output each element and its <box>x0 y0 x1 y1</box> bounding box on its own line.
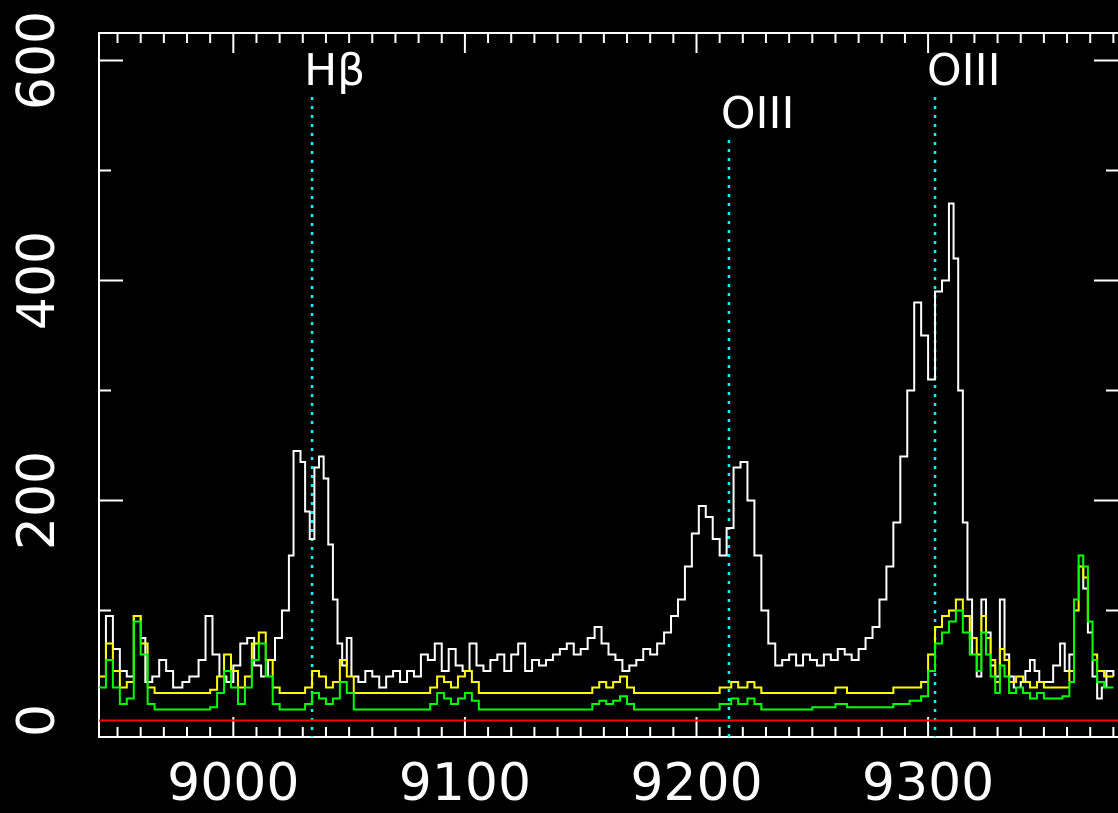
x-tick-label: 9200 <box>630 753 762 813</box>
y-tick-label: 600 <box>7 11 67 110</box>
y-tick-label: 0 <box>7 704 67 737</box>
x-tick-label: 9000 <box>167 753 299 813</box>
axes <box>98 32 1118 738</box>
plot-frame <box>98 32 1118 738</box>
y-tick-label: 400 <box>7 231 67 330</box>
line-annotations: Hβ OIII OIII <box>304 45 1001 737</box>
series-line-2 <box>99 554 1114 711</box>
x-tick-label: 9300 <box>862 753 994 813</box>
series-group <box>99 202 1118 722</box>
series-line-1 <box>99 565 1114 694</box>
line-label: Hβ <box>304 45 365 96</box>
y-tick-label: 200 <box>7 451 67 550</box>
series-line-0 <box>99 202 1115 700</box>
tick-labels: 9000 9100 9200 9300 0 200 400 600 <box>7 11 994 813</box>
line-label: OIII <box>721 88 795 139</box>
line-label: OIII <box>927 45 1001 96</box>
x-tick-label: 9100 <box>399 753 531 813</box>
